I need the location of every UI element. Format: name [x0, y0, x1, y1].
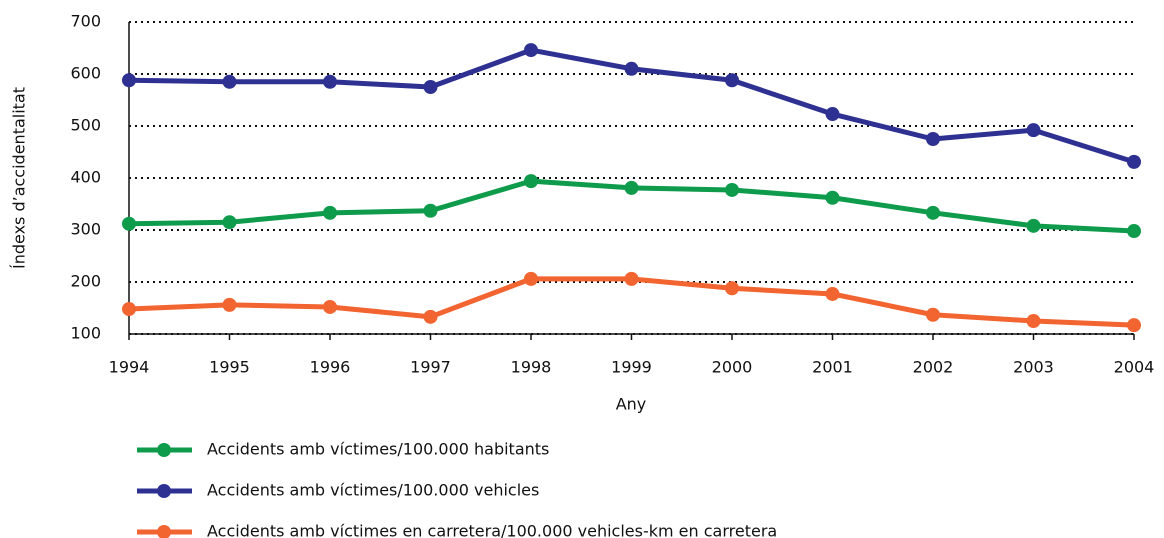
legend-label: Accidents amb víctimes/100.000 vehicles [207, 481, 539, 500]
data-point [122, 73, 136, 88]
data-point [122, 216, 136, 231]
y-tick-label: 500 [70, 116, 101, 135]
data-point [624, 271, 639, 286]
data-point [524, 43, 538, 58]
x-tick-label: 1995 [209, 358, 250, 377]
x-tick-label: 2000 [712, 358, 753, 377]
data-point [1127, 318, 1141, 333]
data-point [423, 309, 438, 324]
x-tick-label: 1997 [410, 358, 451, 377]
data-point [524, 271, 538, 286]
data-point [624, 61, 639, 76]
y-tick-label: 300 [70, 220, 101, 239]
data-point [423, 80, 438, 94]
data-point [725, 281, 739, 296]
data-point [222, 74, 237, 89]
x-tick-label: 2001 [812, 358, 853, 377]
data-point [624, 180, 639, 195]
data-point [926, 205, 940, 220]
data-point [1026, 123, 1041, 138]
data-point [323, 205, 337, 220]
data-point [1127, 154, 1141, 169]
x-tick-label: 1996 [310, 358, 351, 377]
legend-label: Accidents amb víctimes en carretera/100.… [207, 522, 777, 538]
legend-label: Accidents amb víctimes/100.000 habitants [207, 440, 549, 459]
x-tick-label: 1994 [109, 358, 150, 377]
data-point [222, 297, 237, 312]
data-point [323, 74, 337, 89]
legend-marker [157, 525, 171, 538]
x-tick-label: 2002 [913, 358, 954, 377]
data-point [222, 215, 237, 230]
data-point [825, 107, 840, 122]
data-point [825, 190, 840, 205]
y-axis-label: Índexs d’accidentalitat [10, 87, 29, 269]
data-point [825, 286, 840, 301]
data-point [1026, 218, 1041, 233]
data-point [122, 302, 136, 317]
data-point [725, 182, 739, 197]
y-tick-label: 400 [70, 168, 101, 187]
y-tick-label: 700 [70, 12, 101, 31]
legend-marker [157, 484, 171, 498]
data-point [926, 132, 940, 146]
x-tick-label: 1998 [511, 358, 552, 377]
legend-marker [157, 443, 171, 457]
x-tick-label: 2004 [1114, 358, 1155, 377]
data-point [1026, 314, 1041, 328]
data-point [1127, 224, 1141, 239]
y-tick-label: 200 [70, 272, 101, 291]
data-point [926, 307, 940, 322]
y-tick-label: 100 [70, 324, 101, 343]
data-point [725, 73, 739, 88]
x-axis-label: Any [616, 395, 647, 414]
x-tick-label: 2003 [1013, 358, 1054, 377]
data-point [323, 299, 337, 314]
data-point [423, 203, 438, 218]
data-point [524, 174, 538, 189]
x-tick-label: 1999 [611, 358, 652, 377]
y-tick-label: 600 [70, 64, 101, 83]
